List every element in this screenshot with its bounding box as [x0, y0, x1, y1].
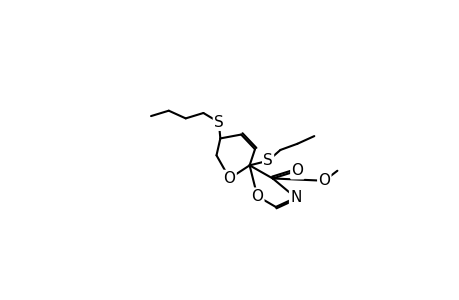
Text: S: S [213, 115, 223, 130]
Text: O: O [318, 173, 330, 188]
Text: N: N [290, 190, 301, 205]
Text: S: S [263, 153, 272, 168]
Text: O: O [251, 189, 263, 204]
Text: O: O [291, 163, 302, 178]
Text: O: O [223, 171, 235, 186]
